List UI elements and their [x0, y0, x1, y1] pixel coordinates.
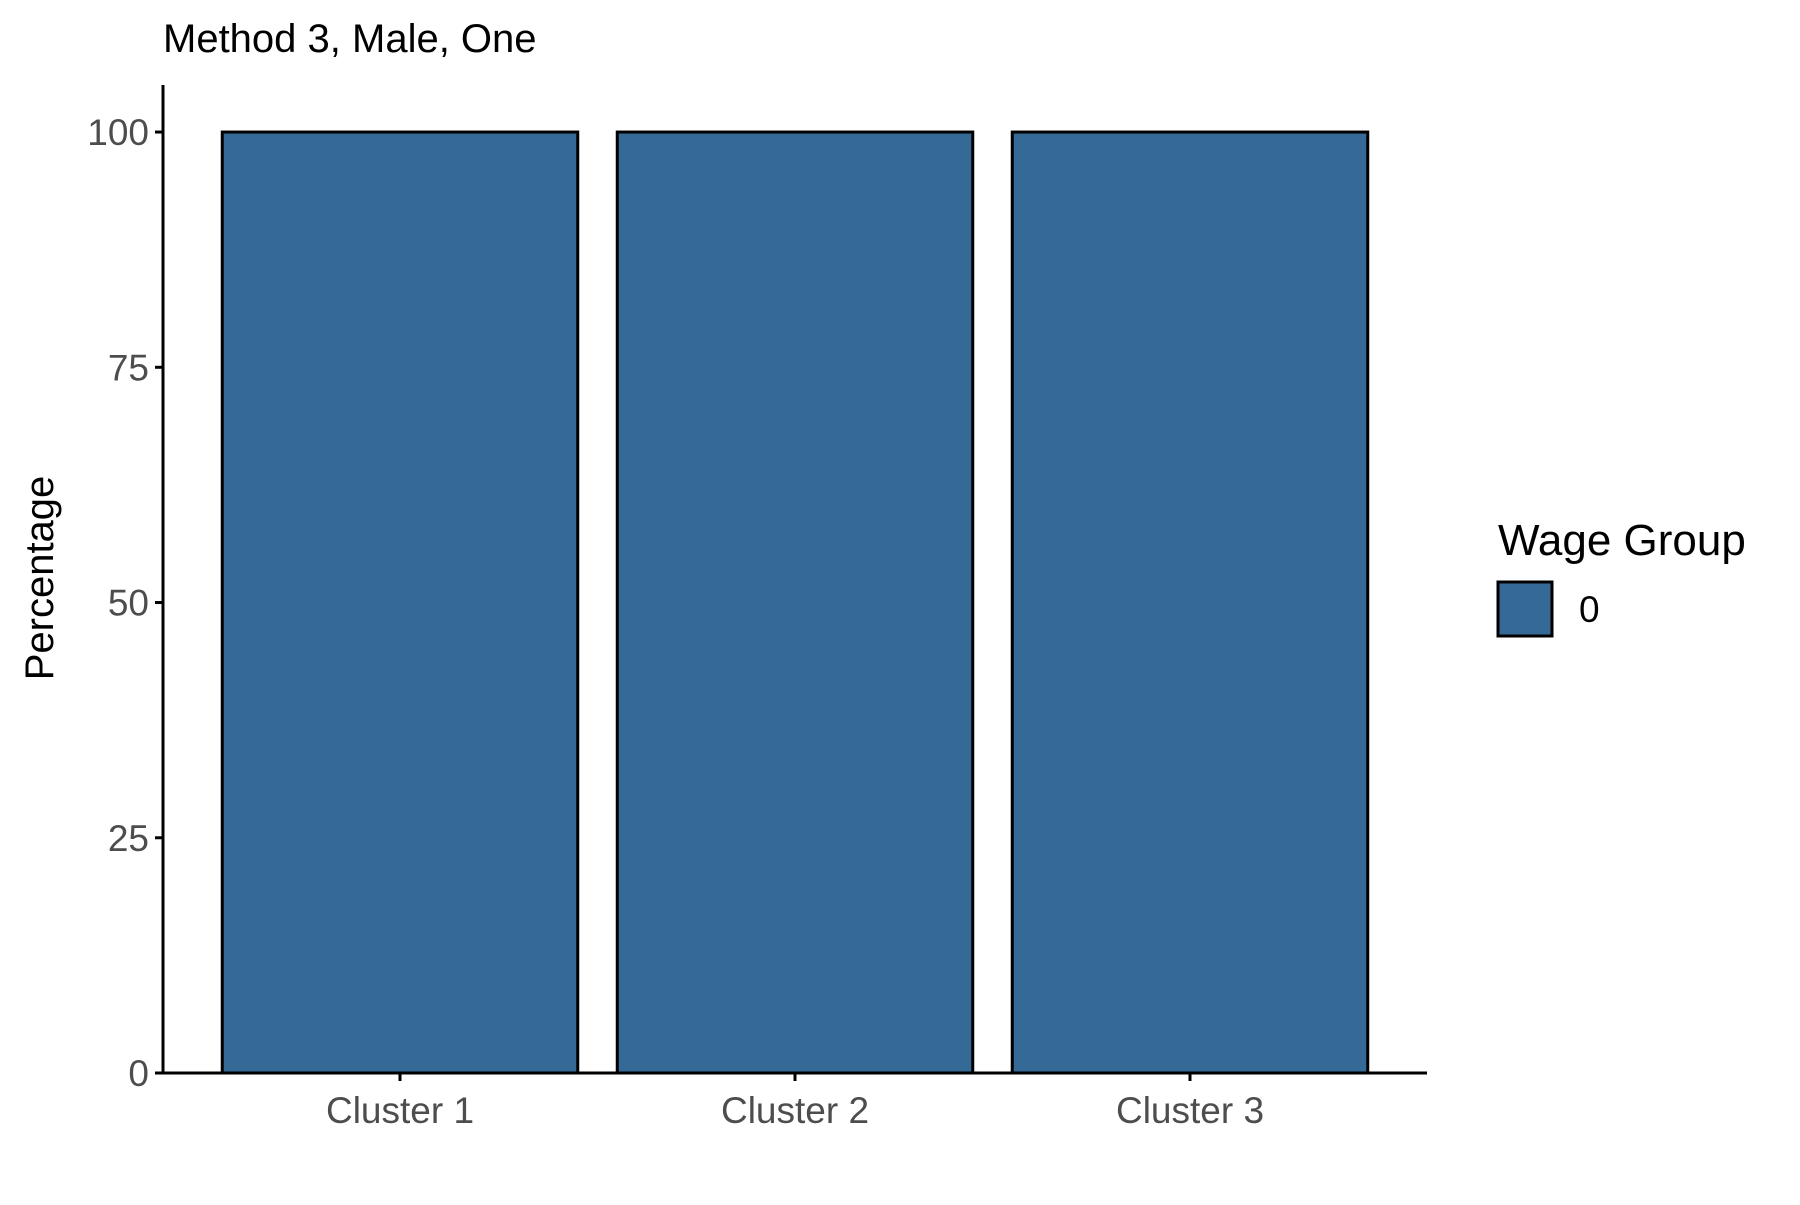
y-ticks-layer: 0 25 50 75 100	[87, 112, 163, 1094]
legend: Wage Group 0	[1496, 516, 1746, 638]
bar-2	[615, 130, 975, 1075]
x-ticks-layer: Cluster 1 Cluster 2 Cluster 3	[326, 1073, 1264, 1131]
y-tick-label: 75	[108, 347, 149, 388]
bar-3	[1010, 130, 1370, 1075]
chart-title: Method 3, Male, One	[163, 17, 537, 61]
y-tick-label: 50	[108, 583, 149, 624]
x-tick-label: Cluster 1	[326, 1090, 474, 1131]
bars-layer	[220, 130, 1370, 1075]
y-axis-title: Percentage	[18, 476, 62, 681]
x-tick-label: Cluster 2	[721, 1090, 869, 1131]
legend-key	[1496, 580, 1554, 638]
x-tick-label: Cluster 3	[1116, 1090, 1264, 1131]
y-tick-label: 0	[128, 1053, 149, 1094]
y-tick-label: 25	[108, 818, 149, 859]
bar-1	[220, 130, 580, 1075]
legend-label: 0	[1579, 589, 1600, 630]
legend-entries: 0	[1496, 580, 1600, 638]
legend-title: Wage Group	[1498, 516, 1746, 565]
y-tick-label: 100	[87, 112, 149, 153]
